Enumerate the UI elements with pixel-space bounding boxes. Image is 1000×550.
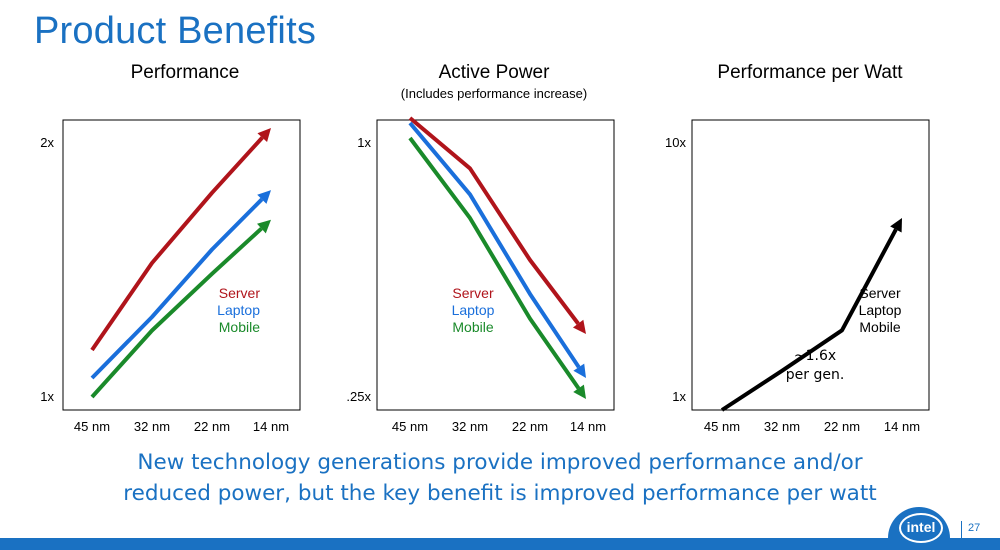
intel-logo: intel bbox=[899, 513, 943, 543]
bottom-bar bbox=[0, 538, 1000, 550]
series-line-mobile bbox=[408, 136, 581, 390]
arrow-head bbox=[257, 190, 271, 204]
page-number: 27 bbox=[968, 522, 981, 534]
takeaway-line-1: New technology generations provide impro… bbox=[137, 450, 863, 475]
chart-title: Performance bbox=[131, 62, 240, 83]
series-line-server bbox=[90, 136, 264, 352]
arrow-head bbox=[257, 219, 271, 234]
y-tick-label: 1x bbox=[357, 135, 371, 150]
arrow-head bbox=[572, 319, 586, 334]
x-tick-label: 45 nm bbox=[392, 419, 428, 434]
x-tick-label: 22 nm bbox=[512, 419, 548, 434]
legend-laptop: Laptop bbox=[452, 302, 495, 318]
annotation-text: per gen. bbox=[786, 367, 845, 383]
x-tick-label: 45 nm bbox=[74, 419, 110, 434]
legend-laptop: Laptop bbox=[217, 302, 260, 318]
y-tick-label: 1x bbox=[40, 389, 54, 404]
x-tick-label: 32 nm bbox=[452, 419, 488, 434]
slide-title: Product Benefits bbox=[34, 10, 317, 52]
y-tick-label: .25x bbox=[346, 389, 371, 404]
legend-mobile: Mobile bbox=[219, 319, 260, 335]
legend-mobile: Mobile bbox=[452, 319, 493, 335]
arrow-head bbox=[257, 128, 271, 142]
plot-frame bbox=[691, 119, 930, 411]
legend-label: Server bbox=[859, 285, 901, 301]
plot-frame bbox=[62, 119, 301, 411]
y-tick-label: 2x bbox=[40, 135, 54, 150]
chart-subtitle: (Includes performance increase) bbox=[401, 86, 587, 101]
x-tick-label: 22 nm bbox=[194, 419, 230, 434]
series-line-server bbox=[408, 116, 580, 325]
arrow-head bbox=[573, 384, 586, 399]
legend-label: Laptop bbox=[859, 302, 902, 318]
chart-title: Performance per Watt bbox=[717, 62, 903, 83]
chart-title: Active Power bbox=[439, 62, 551, 83]
legend-server: Server bbox=[219, 285, 261, 301]
x-tick-label: 14 nm bbox=[570, 419, 606, 434]
plot-frame bbox=[376, 119, 615, 411]
annotation-text: ~1.6x bbox=[794, 348, 836, 364]
arrow-head bbox=[890, 218, 902, 233]
takeaway-line-2: reduced power, but the key benefit is im… bbox=[123, 481, 877, 506]
x-tick-label: 45 nm bbox=[704, 419, 740, 434]
x-tick-label: 32 nm bbox=[134, 419, 170, 434]
x-tick-label: 22 nm bbox=[824, 419, 860, 434]
page-separator bbox=[961, 521, 962, 539]
series-line-server-laptop-mobile bbox=[720, 228, 898, 412]
x-tick-label: 14 nm bbox=[253, 419, 289, 434]
legend-server: Server bbox=[452, 285, 494, 301]
legend-label: Mobile bbox=[859, 319, 900, 335]
takeaway-text: New technology generations provide impro… bbox=[0, 447, 1000, 509]
y-tick-label: 10x bbox=[665, 135, 686, 150]
series-line-laptop bbox=[408, 121, 581, 369]
x-tick-label: 32 nm bbox=[764, 419, 800, 434]
y-tick-label: 1x bbox=[672, 389, 686, 404]
arrow-head bbox=[573, 363, 586, 378]
series-line-laptop bbox=[90, 197, 264, 380]
x-tick-label: 14 nm bbox=[884, 419, 920, 434]
series-line-mobile bbox=[90, 227, 263, 399]
